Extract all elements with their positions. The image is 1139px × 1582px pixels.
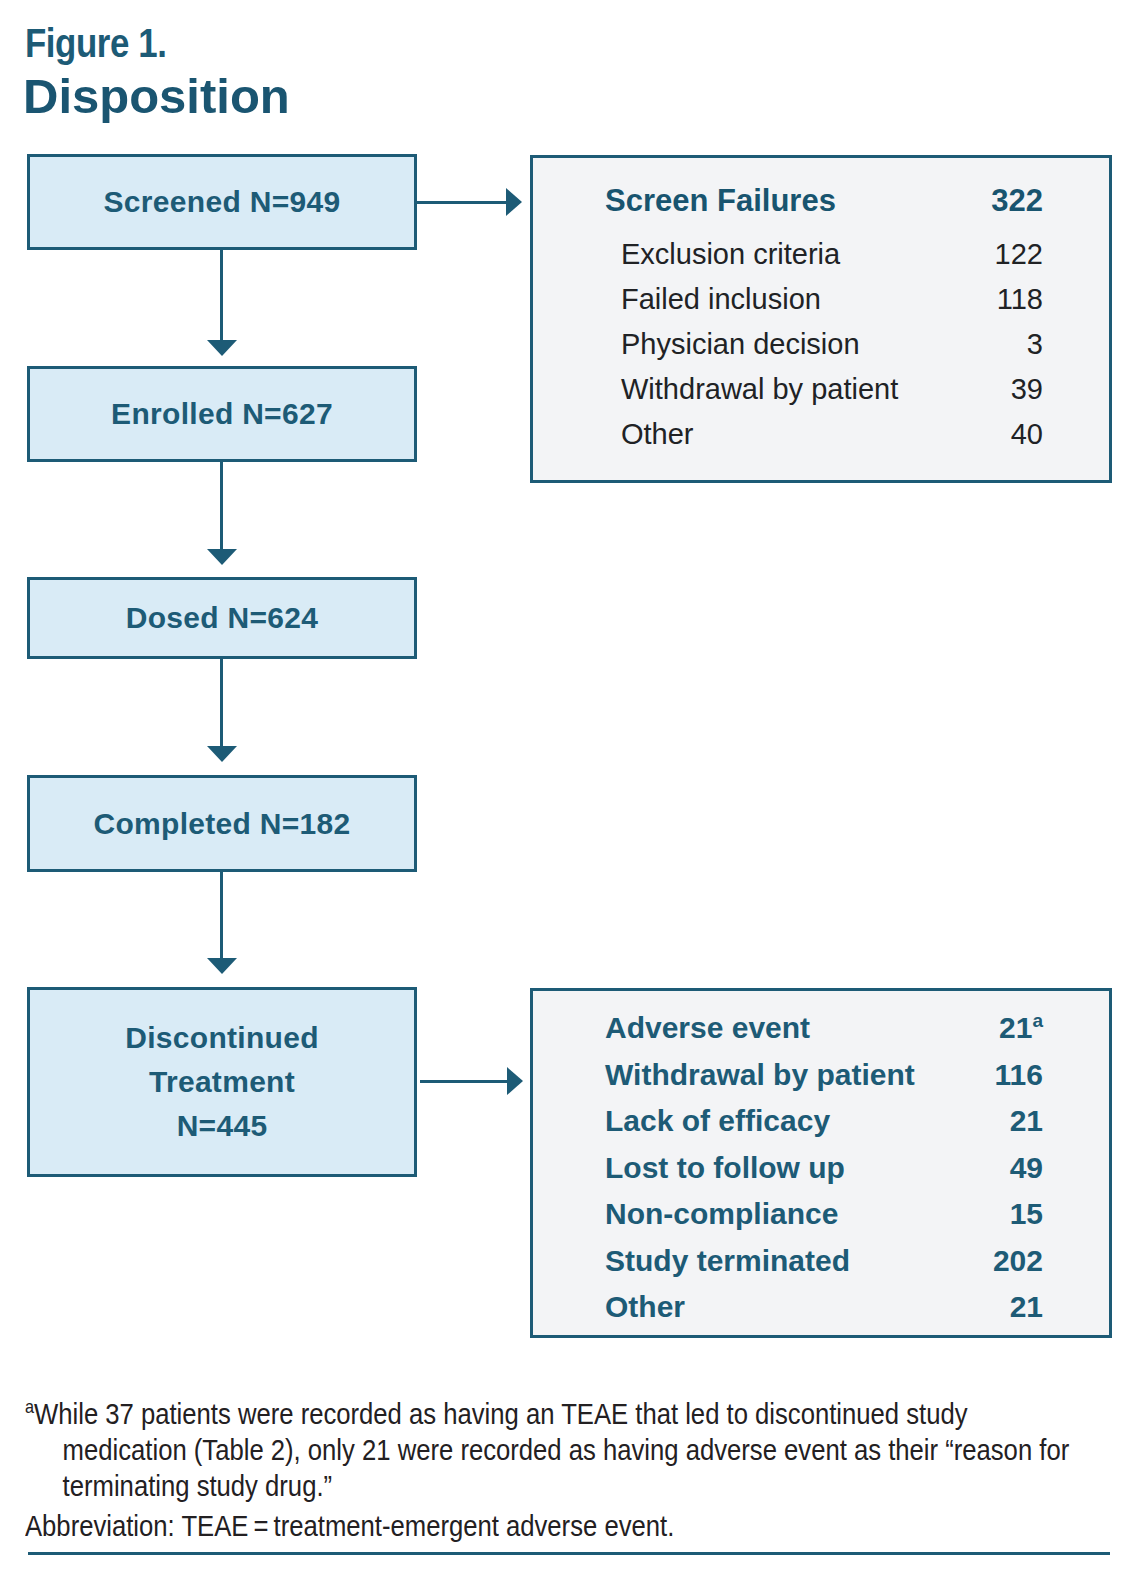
reason-row: Lack of efficacy 21: [605, 1098, 1043, 1145]
screen-failures-header-row: Screen Failures 322: [605, 178, 1043, 224]
row-value: 3: [1027, 328, 1043, 361]
row-label: Lost to follow up: [605, 1151, 845, 1185]
bottom-rule-divider: [28, 1552, 1110, 1555]
row-label: Withdrawal by patient: [605, 1058, 915, 1092]
row-label: Lack of efficacy: [605, 1104, 830, 1138]
screen-failures-box: Screen Failures 322 Exclusion criteria 1…: [530, 155, 1112, 483]
screen-failures-header-value: 322: [991, 183, 1043, 219]
screen-failures-row: Withdrawal by patient 39: [605, 367, 1043, 412]
row-label: Other: [605, 1290, 685, 1324]
row-value: 202: [993, 1244, 1043, 1278]
abbreviation-line: Abbreviation: TEAE = treatment-emergent …: [25, 1508, 1128, 1544]
row-label: Other: [621, 418, 694, 451]
reason-row: Withdrawal by patient 116: [605, 1052, 1043, 1099]
flow-box-completed: Completed N=182: [27, 775, 417, 872]
flow-box-discontinued-treatment: Discontinued Treatment N=445: [27, 987, 417, 1177]
flow-box-enrolled: Enrolled N=627: [27, 366, 417, 462]
arrow-right-icon: [507, 1067, 523, 1095]
screen-failures-row: Exclusion criteria 122: [605, 232, 1043, 277]
arrow-right-icon: [506, 188, 522, 216]
screen-failures-row: Failed inclusion 118: [605, 277, 1043, 322]
arrow-screened-to-enrolled: [220, 250, 223, 340]
flow-box-enrolled-label: Enrolled N=627: [111, 397, 333, 431]
footnote-line: medication (Table 2), only 21 were recor…: [25, 1432, 1128, 1468]
row-label: Exclusion criteria: [621, 238, 840, 271]
reason-row: Non-compliance 15: [605, 1191, 1043, 1238]
flow-box-dosed-label: Dosed N=624: [126, 601, 319, 635]
row-label: Physician decision: [621, 328, 860, 361]
arrow-discontinued-to-reasons: [420, 1080, 507, 1083]
flow-box-screened: Screened N=949: [27, 154, 417, 250]
arrow-down-icon: [207, 549, 237, 565]
figure-title: Disposition: [23, 68, 290, 124]
arrow-down-icon: [207, 340, 237, 356]
arrow-down-icon: [207, 746, 237, 762]
screen-failures-row: Other 40: [605, 412, 1043, 457]
flow-box-dosed: Dosed N=624: [27, 577, 417, 659]
footnote: aWhile 37 patients were recorded as havi…: [25, 1396, 1128, 1544]
flow-box-discontinued-line2: Treatment: [149, 1060, 295, 1104]
reason-row: Study terminated 202: [605, 1238, 1043, 1285]
footnote-marker: a: [25, 1396, 34, 1417]
row-label: Non-compliance: [605, 1197, 838, 1231]
row-value: 39: [1011, 373, 1043, 406]
flow-box-discontinued-line1: Discontinued: [125, 1016, 319, 1060]
screen-failures-row: Physician decision 3: [605, 322, 1043, 367]
row-value: 49: [1010, 1151, 1043, 1185]
reason-row: Other 21: [605, 1284, 1043, 1331]
row-label: Adverse event: [605, 1011, 810, 1045]
figure-disposition-page: Figure 1. Disposition Screened N=949 Enr…: [0, 0, 1139, 1582]
row-value: 15: [1010, 1197, 1043, 1231]
flow-box-discontinued-line3: N=445: [177, 1104, 268, 1148]
discontinuation-reasons-box: Adverse event 21a Withdrawal by patient …: [530, 988, 1112, 1338]
footnote-line: terminating study drug.”: [25, 1468, 1128, 1504]
flow-box-screened-label: Screened N=949: [104, 185, 341, 219]
row-value: 21a: [999, 1011, 1043, 1045]
flow-box-completed-label: Completed N=182: [93, 807, 350, 841]
arrow-enrolled-to-dosed: [220, 462, 223, 549]
row-value: 40: [1011, 418, 1043, 451]
reason-row: Lost to follow up 49: [605, 1145, 1043, 1192]
footnote-line: aWhile 37 patients were recorded as havi…: [25, 1396, 1128, 1432]
row-value: 21: [1010, 1290, 1043, 1324]
arrow-completed-to-discontinued: [220, 872, 223, 958]
row-value: 122: [995, 238, 1043, 271]
arrow-screened-to-screen-failures: [417, 201, 506, 204]
arrow-down-icon: [207, 958, 237, 974]
row-value: 118: [997, 283, 1043, 316]
footnote-marker: a: [1032, 1010, 1043, 1031]
row-value: 116: [995, 1058, 1043, 1092]
reason-row: Adverse event 21a: [605, 1005, 1043, 1052]
row-label: Study terminated: [605, 1244, 850, 1278]
figure-label: Figure 1.: [25, 20, 166, 67]
row-value: 21: [1010, 1104, 1043, 1138]
row-label: Withdrawal by patient: [621, 373, 898, 406]
screen-failures-header-label: Screen Failures: [605, 183, 836, 219]
arrow-dosed-to-completed: [220, 659, 223, 746]
row-label: Failed inclusion: [621, 283, 821, 316]
